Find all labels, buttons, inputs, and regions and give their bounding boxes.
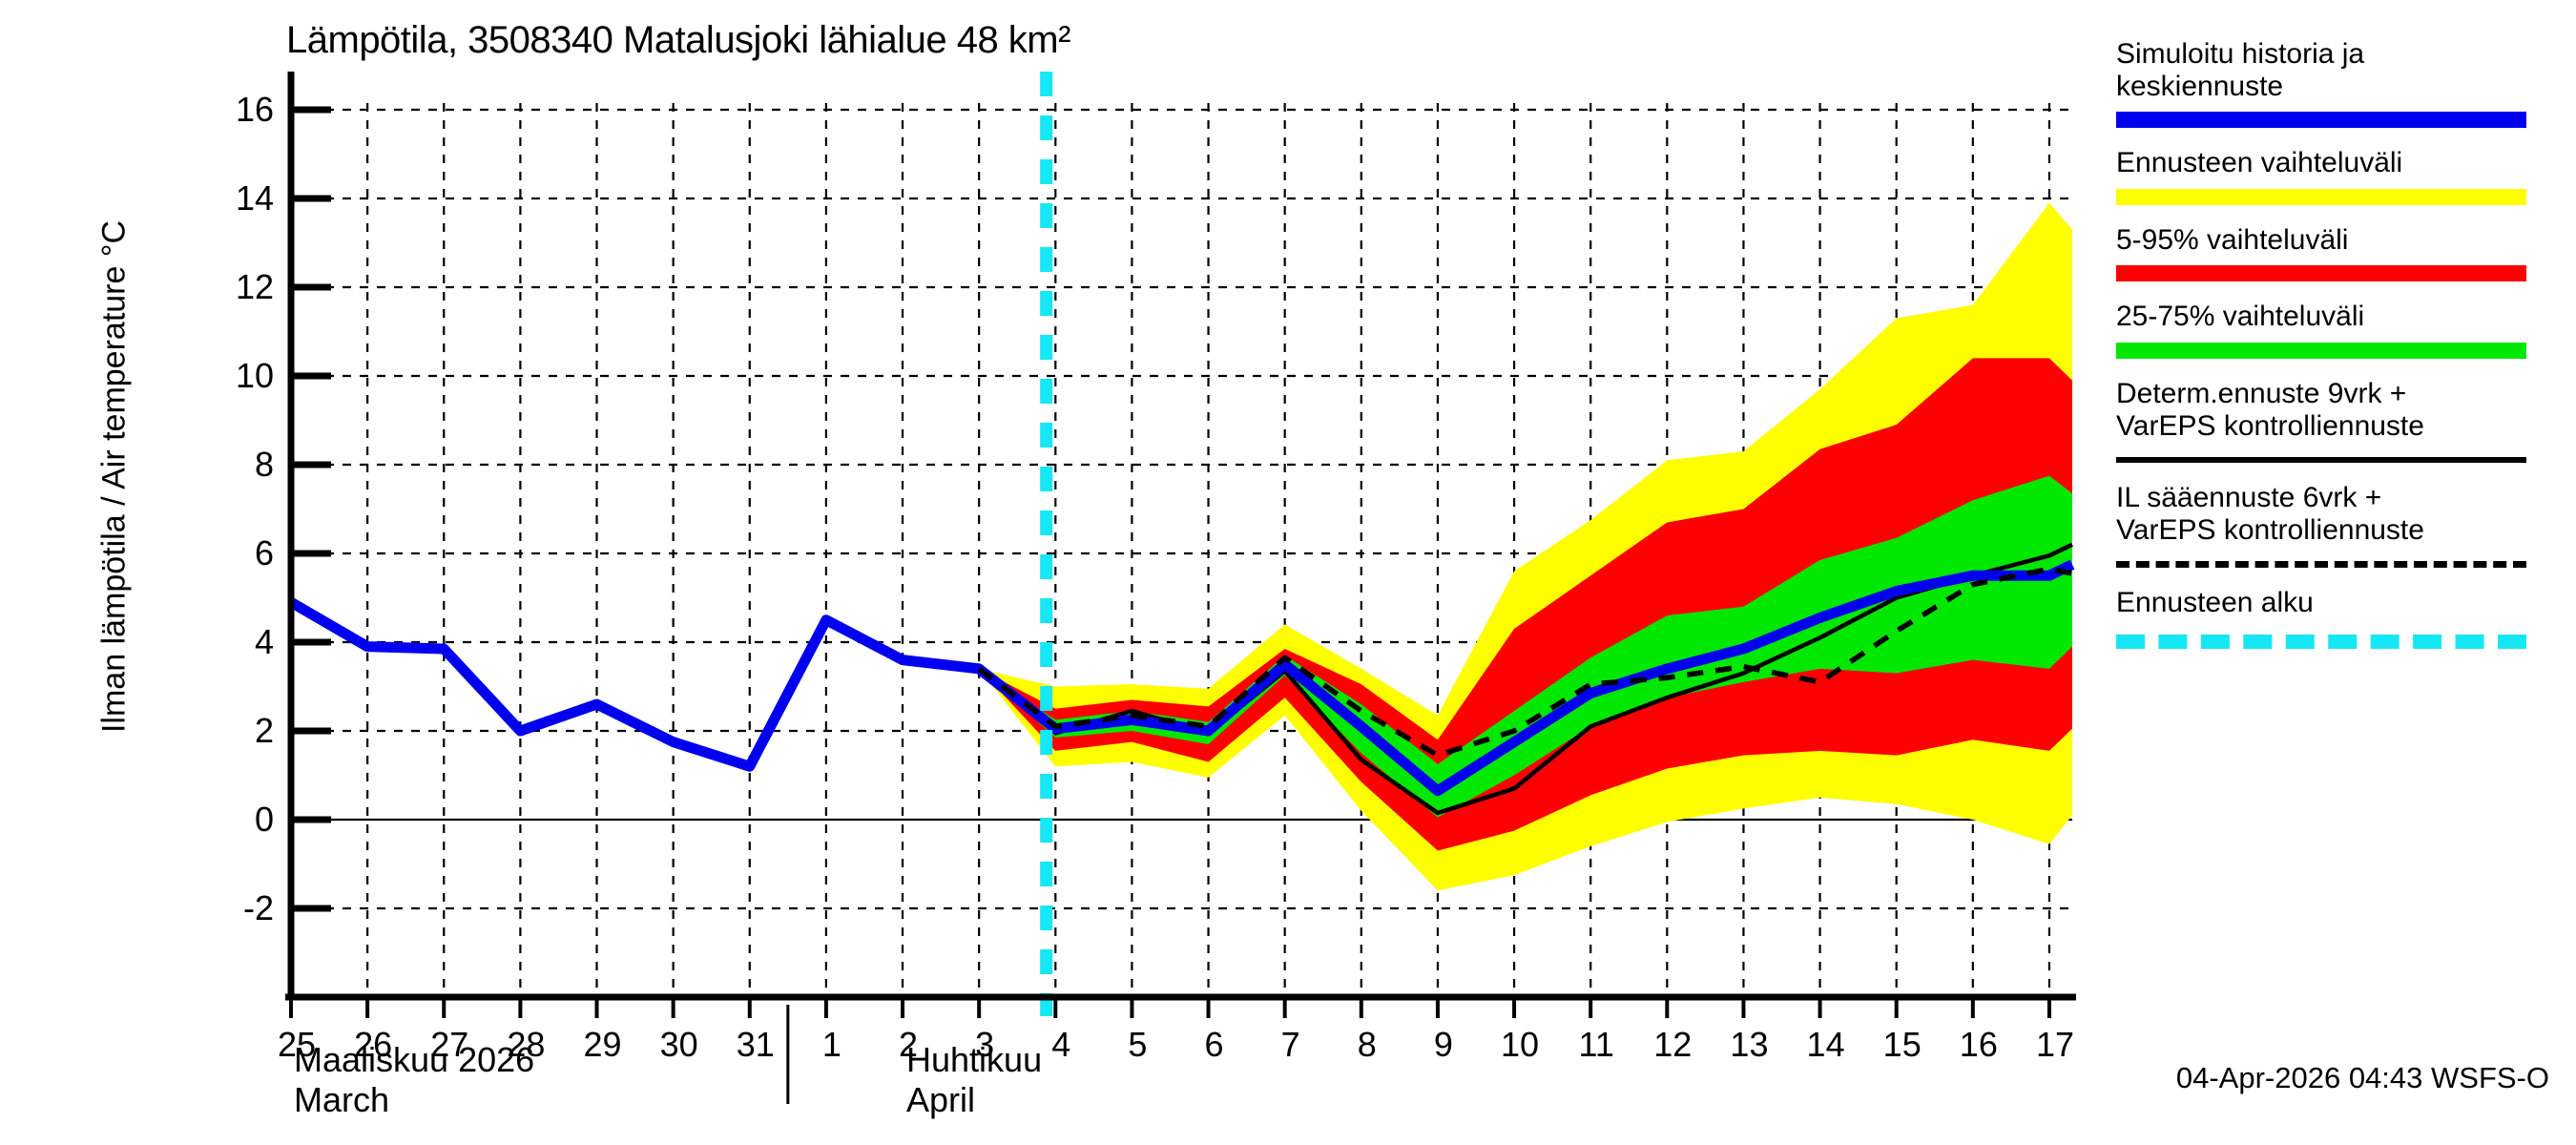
x-axis-tick-label: 29 [583, 1025, 621, 1064]
y-axis-tick-label: 12 [236, 267, 274, 306]
x-axis-month-april: Huhtikuu April [906, 1040, 1042, 1121]
x-axis-tick-label: 8 [1358, 1025, 1377, 1064]
y-axis-tick-label: 2 [255, 711, 274, 750]
il-forecast-line [977, 566, 2073, 759]
legend-swatch [2116, 342, 2526, 359]
legend-swatch [2116, 188, 2526, 205]
legend-mean-forecast[interactable]: Simuloitu historia ja keskiennuste [2116, 38, 2565, 129]
forecast-band [979, 358, 2072, 851]
legend-forecast-start[interactable]: Ennusteen alku [2116, 587, 2565, 649]
x-axis-tick-label: 9 [1434, 1025, 1453, 1064]
legend-determ-forecast[interactable]: Determ.ennuste 9vrk + VarEPS kontrollien… [2116, 377, 2565, 464]
x-axis-tick-label: 5 [1128, 1025, 1147, 1064]
y-axis-tick-label: 4 [255, 622, 274, 661]
x-axis-tick-label: 1 [822, 1025, 841, 1064]
y-axis-tick-label: 10 [236, 356, 274, 395]
x-axis-tick-label: 14 [1807, 1025, 1845, 1064]
x-axis-tick-label: 28 [507, 1025, 545, 1064]
x-axis-tick-label: 3 [975, 1025, 994, 1064]
x-axis-tick-label: 10 [1501, 1025, 1539, 1064]
legend-swatch [2116, 265, 2526, 282]
legend-il-forecast[interactable]: IL sääennuste 6vrk + VarEPS kontrollienn… [2116, 482, 2565, 569]
forecast-band [979, 475, 2072, 818]
x-axis-tick-label: 12 [1653, 1025, 1692, 1064]
x-axis-tick-label: 16 [1960, 1025, 1998, 1064]
x-axis-tick-label: 2 [899, 1025, 918, 1064]
x-axis-month-march: Maaliskuu 2026 March [294, 1040, 534, 1121]
legend-swatch [2116, 634, 2526, 649]
x-axis-tick-label: 26 [354, 1025, 392, 1064]
x-axis-tick-label: 25 [278, 1025, 316, 1064]
month-label-en: March [294, 1080, 390, 1120]
x-axis-tick-label: 7 [1281, 1025, 1300, 1064]
x-axis-tick-label: 31 [737, 1025, 775, 1064]
x-axis-tick-label: 27 [430, 1025, 468, 1064]
legend-label: Ennusteen alku [2116, 587, 2314, 619]
legend-label: Simuloitu historia ja keskiennuste [2116, 38, 2365, 102]
month-label-fi: Huhtikuu [906, 1040, 1043, 1079]
legend-swatch [2116, 561, 2526, 569]
x-axis-tick-label: 30 [660, 1025, 698, 1064]
legend-forecast-range[interactable]: Ennusteen vaihteluväli [2116, 147, 2565, 205]
y-axis-tick-label: 0 [255, 800, 274, 839]
legend-swatch [2116, 457, 2526, 464]
mean-forecast-line [288, 559, 2075, 797]
x-axis-tick-label: 4 [1051, 1025, 1070, 1064]
x-axis-tick-label: 11 [1579, 1025, 1614, 1064]
y-axis-tick-label: 16 [236, 90, 274, 129]
x-axis-tick-label: 13 [1730, 1025, 1768, 1064]
legend-range-25-75[interactable]: 25-75% vaihteluväli [2116, 301, 2565, 359]
chart-legend: Simuloitu historia ja keskiennuste Ennust… [2116, 38, 2565, 668]
legend-label: Determ.ennuste 9vrk + VarEPS kontrollien… [2116, 377, 2424, 442]
y-axis-tick-label: 6 [255, 533, 274, 572]
month-label-en: April [906, 1080, 976, 1120]
x-axis-tick-label: 15 [1883, 1025, 1922, 1064]
y-axis-tick-label: 14 [236, 178, 274, 218]
legend-label: 25-75% vaihteluväli [2116, 301, 2365, 333]
x-axis-tick-label: 6 [1205, 1025, 1224, 1064]
legend-swatch [2116, 112, 2526, 129]
legend-label: IL sääennuste 6vrk + VarEPS kontrollienn… [2116, 482, 2424, 546]
x-axis-tick-label: 17 [2036, 1025, 2074, 1064]
legend-label: Ennusteen vaihteluväli [2116, 147, 2403, 179]
legend-range-5-95[interactable]: 5-95% vaihteluväli [2116, 224, 2565, 282]
month-label-fi: Maaliskuu 2026 [294, 1040, 535, 1079]
y-axis-tick-label: 8 [255, 445, 274, 484]
page-title: Lämpötila, 3508340 Matalusjoki lähialue … [286, 19, 1070, 61]
legend-label: 5-95% vaihteluväli [2116, 223, 2349, 256]
timestamp-label: 04-Apr-2026 04:43 WSFS-O [2175, 1061, 2549, 1094]
y-axis-tick-label: -2 [243, 888, 274, 927]
